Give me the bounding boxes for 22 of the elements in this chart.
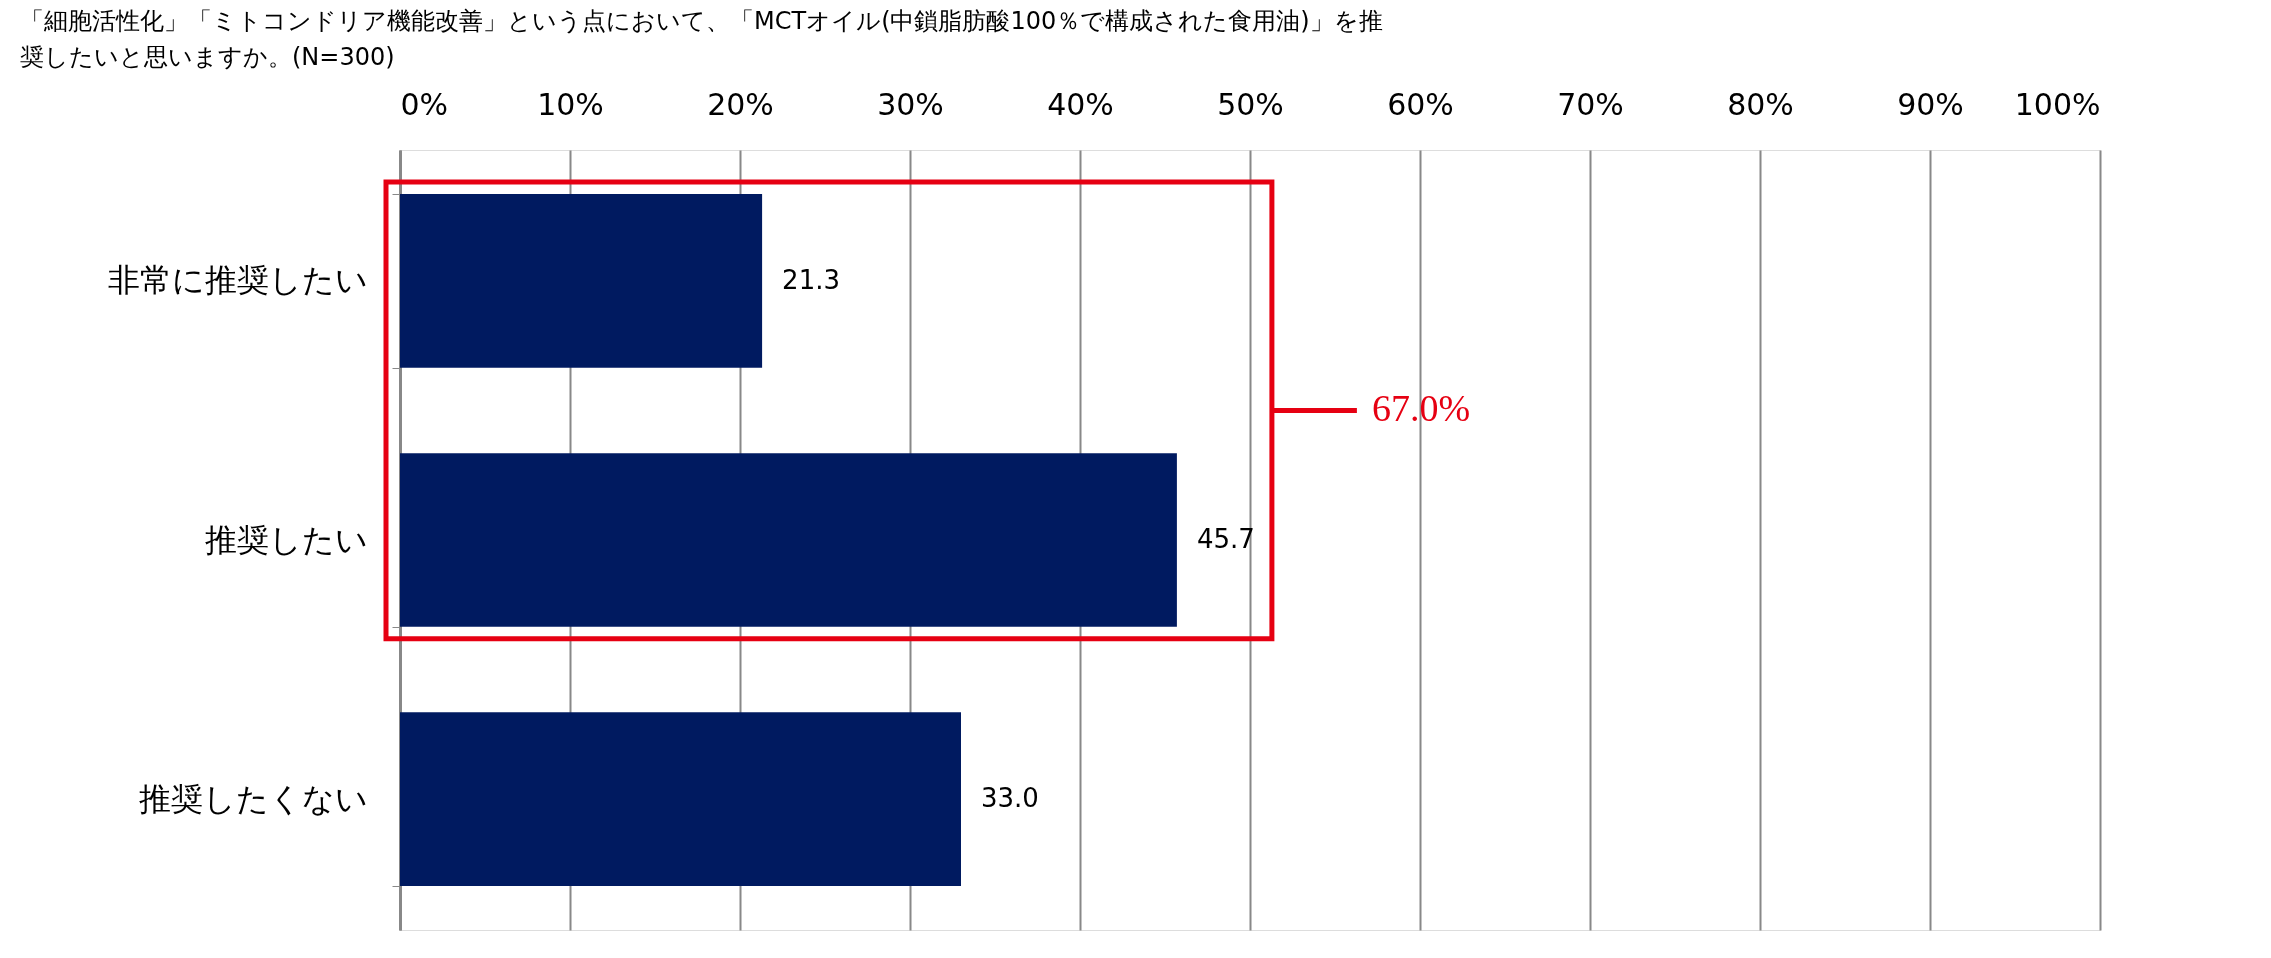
x-tick-label: 20% <box>707 86 774 122</box>
bar <box>400 194 763 368</box>
annotation: 67.0% <box>1371 387 1471 430</box>
data-label: 21.3 <box>782 264 840 295</box>
text: 「細胞活性化」「ミトコンドリア機能改善」という点において、「MCTオイル(中鎖脂肪酸100％で構成された食用油)」を推 <box>20 7 1383 35</box>
data-label: 33.0 <box>981 783 1039 814</box>
x-tick-label: 40% <box>1047 86 1114 122</box>
x-tick-label: 100% <box>2014 86 2101 122</box>
x-tick-label: 90% <box>1897 86 1964 122</box>
y-tick-label: 推奨したい <box>204 520 368 559</box>
bar <box>400 712 961 886</box>
x-tick-label: 80% <box>1727 86 1794 122</box>
y-tick-label: 非常に推奨したい <box>107 261 368 300</box>
x-tick-label: 10% <box>537 86 604 122</box>
x-tick-label: 50% <box>1217 86 1284 122</box>
x-tick-label: 0% <box>400 86 449 122</box>
y-tick-label: 推奨したくない <box>138 779 368 818</box>
text: 奨したいと思いますか。(N=300) <box>20 43 395 71</box>
x-tick-label: 60% <box>1387 86 1454 122</box>
x-tick-label: 70% <box>1557 86 1624 122</box>
x-tick-label: 30% <box>877 86 944 122</box>
data-label: 45.7 <box>1196 524 1255 554</box>
